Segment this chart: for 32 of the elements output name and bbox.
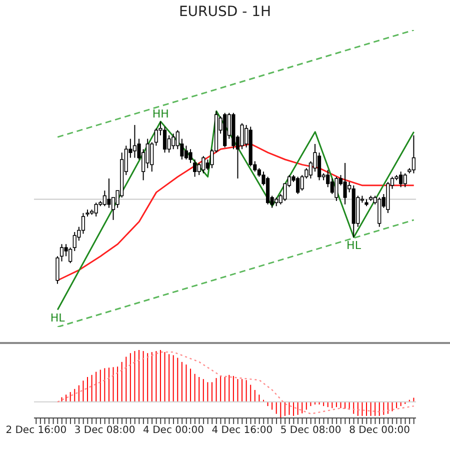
candlestick <box>146 138 150 169</box>
x-tick-label: 4 Dec 16:00 <box>212 425 273 436</box>
candlestick <box>317 152 322 181</box>
x-tick-label: 4 Dec 00:00 <box>143 425 204 436</box>
candlestick <box>193 159 197 178</box>
candlestick <box>184 145 188 160</box>
x-tick-label: 5 Dec 08:00 <box>280 425 342 436</box>
candlestick <box>56 256 60 284</box>
chart-title: EURUSD - 1H <box>178 3 272 22</box>
x-tick-label: 2 Dec 16:00 <box>6 425 67 436</box>
candlestick <box>403 172 407 188</box>
candlestick <box>343 162 347 205</box>
candlestick <box>188 148 192 164</box>
candlestick <box>60 244 64 262</box>
candlestick <box>72 232 76 252</box>
candlestick <box>162 126 167 154</box>
candlestick <box>107 178 111 208</box>
annotation: HH <box>152 108 169 121</box>
candlestick <box>132 124 137 158</box>
candlestick <box>240 122 244 150</box>
candlestick <box>330 178 334 195</box>
x-tick-label: 8 Dec 00:00 <box>349 425 410 436</box>
candlestick <box>202 156 206 174</box>
candlestick <box>334 176 338 202</box>
candlestick <box>81 212 86 234</box>
annotation: HL <box>346 239 362 252</box>
candlestick <box>150 142 154 172</box>
x-tick-label: 3 Dec 08:00 <box>74 425 136 436</box>
candlestick <box>172 133 176 150</box>
annotation: HL <box>50 312 66 325</box>
candlestick <box>94 202 98 217</box>
candlestick <box>412 134 416 174</box>
